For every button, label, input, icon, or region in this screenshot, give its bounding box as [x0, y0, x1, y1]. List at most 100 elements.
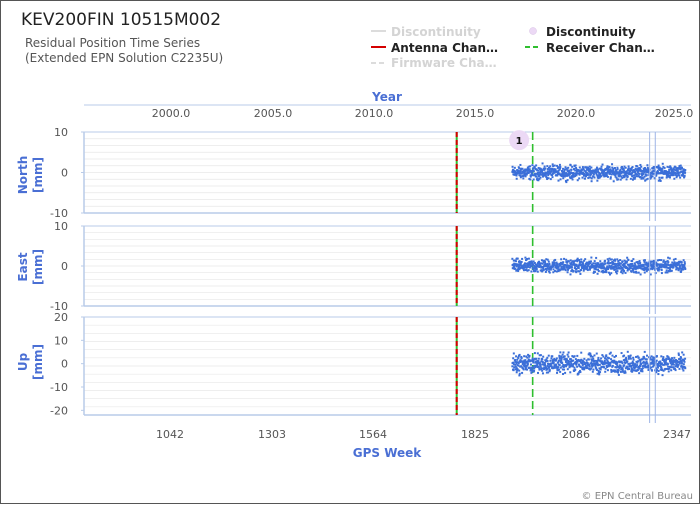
data-point — [597, 262, 600, 265]
data-point — [515, 367, 518, 370]
data-point — [518, 265, 521, 268]
data-point — [540, 168, 543, 171]
data-point — [637, 262, 640, 265]
data-point — [558, 163, 561, 166]
data-point — [537, 265, 540, 268]
data-point — [655, 355, 658, 358]
data-point — [666, 260, 669, 263]
data-point — [572, 173, 575, 176]
data-point — [613, 268, 616, 271]
data-point — [638, 169, 641, 172]
data-point — [610, 358, 613, 361]
data-point — [569, 263, 572, 266]
data-point — [567, 268, 570, 271]
data-point — [572, 356, 575, 359]
data-point — [669, 269, 672, 272]
data-point — [678, 261, 681, 264]
data-point — [647, 268, 650, 271]
data-point — [638, 264, 641, 267]
data-point — [622, 167, 625, 170]
data-point — [594, 365, 597, 368]
data-point — [528, 354, 531, 357]
data-point — [563, 174, 566, 177]
data-point — [668, 168, 671, 171]
data-point — [585, 166, 588, 169]
data-point — [582, 268, 585, 271]
data-point — [519, 263, 522, 266]
legend-firmware-label: Firmware Cha… — [391, 56, 497, 70]
data-point — [612, 171, 615, 174]
data-point — [610, 369, 613, 372]
data-point — [667, 356, 670, 359]
data-point — [513, 262, 516, 265]
data-point — [536, 363, 539, 366]
data-point — [680, 359, 683, 362]
data-point — [548, 366, 551, 369]
data-point — [657, 172, 660, 175]
data-point — [661, 363, 664, 366]
data-point — [669, 360, 672, 363]
data-point — [583, 259, 586, 262]
data-point — [644, 168, 647, 171]
data-point — [535, 268, 538, 271]
data-point — [572, 261, 575, 264]
data-point — [517, 166, 520, 169]
data-series — [511, 350, 687, 377]
data-point — [540, 367, 543, 370]
data-point — [537, 169, 540, 172]
data-point — [603, 271, 606, 274]
data-series — [511, 162, 687, 184]
data-point — [513, 264, 516, 267]
data-point — [668, 176, 671, 179]
data-point — [533, 264, 536, 267]
data-point — [681, 367, 684, 370]
data-point — [531, 370, 534, 373]
data-point — [672, 170, 675, 173]
data-point — [545, 176, 548, 179]
data-point — [611, 166, 614, 169]
data-point — [513, 171, 516, 174]
data-point — [605, 173, 608, 176]
data-point — [634, 266, 637, 269]
data-point — [666, 263, 669, 266]
data-point — [610, 169, 613, 172]
data-point — [526, 169, 529, 172]
data-point — [598, 371, 601, 374]
data-point — [522, 368, 525, 371]
data-point — [684, 268, 687, 271]
data-point — [623, 175, 626, 178]
data-point — [615, 170, 618, 173]
data-point — [540, 259, 543, 262]
data-point — [547, 371, 550, 374]
data-point — [551, 167, 554, 170]
data-point — [513, 173, 516, 176]
data-point — [612, 259, 615, 262]
data-point — [584, 171, 587, 174]
data-point — [544, 174, 547, 177]
data-point — [619, 366, 622, 369]
data-point — [547, 270, 550, 273]
data-point — [537, 171, 540, 174]
data-point — [669, 362, 672, 365]
data-point — [605, 355, 608, 358]
data-point — [515, 173, 518, 176]
east-axis-label-line1: East — [16, 252, 30, 281]
data-point — [582, 171, 585, 174]
data-point — [537, 371, 540, 374]
data-point — [581, 359, 584, 362]
data-point — [648, 356, 651, 359]
data-point — [593, 176, 596, 179]
gps-week-tick-label: 1303 — [258, 428, 286, 441]
data-point — [563, 171, 566, 174]
data-point — [524, 264, 527, 267]
data-point — [645, 270, 648, 273]
data-point — [620, 165, 623, 168]
data-point — [620, 269, 623, 272]
data-point — [639, 360, 642, 363]
data-point — [621, 368, 624, 371]
data-point — [520, 172, 523, 175]
data-point — [558, 354, 561, 357]
data-point — [626, 350, 629, 353]
data-point — [606, 265, 609, 268]
data-point — [666, 165, 669, 168]
